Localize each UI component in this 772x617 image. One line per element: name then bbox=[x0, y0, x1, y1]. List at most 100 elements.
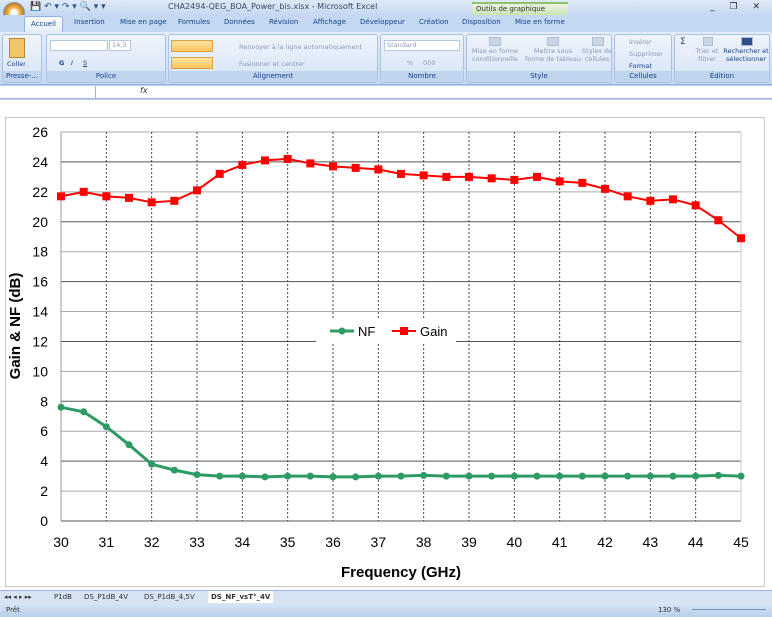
group-label: Cellules bbox=[615, 71, 671, 82]
tab-4[interactable]: Données bbox=[224, 18, 255, 26]
paste-icon[interactable] bbox=[9, 38, 25, 58]
sort-filter-button[interactable]: Trier et filtrer bbox=[695, 47, 719, 63]
tab-3[interactable]: Formules bbox=[178, 18, 210, 26]
tab-6[interactable]: Affichage bbox=[313, 18, 346, 26]
sheet-tab-0[interactable]: P1dB bbox=[54, 593, 72, 601]
name-box[interactable] bbox=[0, 86, 96, 99]
tab-7[interactable]: Développeur bbox=[360, 18, 405, 26]
x-tick-label: 30 bbox=[53, 534, 69, 550]
tab-10[interactable]: Mise en forme bbox=[515, 18, 565, 26]
y-tick-label: 26 bbox=[32, 124, 48, 140]
formula-bar[interactable] bbox=[0, 86, 772, 99]
gain-point bbox=[397, 169, 405, 178]
window-title: CHA2494-QEG_BOA_Power_bis.xlsx - Microso… bbox=[168, 2, 378, 11]
wrap-text-button[interactable]: Renvoyer à la ligne automatiquement bbox=[239, 43, 363, 51]
nf-point bbox=[238, 472, 246, 480]
nf-point bbox=[601, 472, 609, 480]
sheet-nav-buttons[interactable]: ◂◂ ◂ ▸ ▸▸ bbox=[4, 593, 32, 601]
y-tick-label: 20 bbox=[32, 214, 48, 230]
nf-point bbox=[374, 472, 382, 480]
quick-access-toolbar[interactable]: 💾 ↶ ▾ ↷ ▾ 🔍 ▾ ▾ bbox=[30, 2, 106, 12]
group-label: Presse-... bbox=[3, 71, 41, 82]
format-button[interactable]: Format bbox=[629, 62, 652, 70]
nf-point bbox=[261, 473, 269, 481]
sheet-tabs-bar: ◂◂ ◂ ▸ ▸▸ P1dB DS_P1dB_4V DS_P1dB_4,5V DS_NF… bbox=[0, 590, 772, 603]
conditional-format-button[interactable]: Mise en forme conditionnelle bbox=[471, 47, 519, 63]
nf-point bbox=[329, 473, 337, 481]
find-select-button[interactable]: Rechercher et sélectionner bbox=[723, 47, 769, 63]
zoom-level[interactable]: 130 % bbox=[658, 606, 681, 614]
autosum-button[interactable]: Σ bbox=[680, 37, 686, 47]
zoom-slider[interactable] bbox=[692, 609, 766, 610]
group-cells: Insérer Supprimer Format Cellules bbox=[614, 34, 672, 83]
gain-point bbox=[487, 174, 496, 183]
horizontal-align-buttons[interactable] bbox=[171, 57, 213, 69]
insert-button[interactable]: Insérer bbox=[629, 38, 652, 46]
gain-point bbox=[351, 163, 360, 172]
nf-point bbox=[510, 472, 518, 480]
y-tick-label: 0 bbox=[40, 513, 48, 529]
gain-point bbox=[215, 169, 224, 178]
tab-1[interactable]: Insertion bbox=[74, 18, 105, 26]
thousands-button[interactable]: 000 bbox=[423, 59, 436, 67]
tab-9[interactable]: Disposition bbox=[462, 18, 501, 26]
nf-point bbox=[125, 441, 133, 449]
nf-point bbox=[669, 472, 677, 480]
gain-point bbox=[238, 160, 247, 169]
sheet-tab-2[interactable]: DS_P1dB_4,5V bbox=[144, 593, 195, 601]
context-tools-label: Outils de graphique bbox=[472, 2, 568, 15]
x-tick-label: 45 bbox=[733, 534, 749, 550]
delete-button[interactable]: Supprimer bbox=[629, 50, 663, 58]
percent-button[interactable]: % bbox=[407, 59, 414, 67]
nf-point bbox=[284, 472, 292, 480]
tab-8[interactable]: Création bbox=[419, 18, 449, 26]
title-bar bbox=[0, 0, 772, 15]
italic-button[interactable]: I bbox=[71, 59, 73, 67]
gain-point bbox=[329, 162, 337, 171]
y-tick-label: 12 bbox=[32, 333, 48, 349]
y-tick-label: 14 bbox=[32, 304, 48, 320]
y-tick-label: 4 bbox=[40, 453, 48, 469]
vertical-align-buttons[interactable] bbox=[171, 40, 213, 52]
gain-point bbox=[374, 165, 383, 174]
window-controls[interactable]: _ ❐ ✕ bbox=[710, 2, 766, 12]
insert-function-button[interactable]: fx bbox=[140, 86, 148, 95]
merge-center-button[interactable]: Fusionner et centrer bbox=[239, 60, 305, 68]
group-label: Alignement bbox=[169, 71, 377, 82]
cell-styles-button[interactable]: Styles de cellules bbox=[582, 47, 612, 63]
y-tick-label: 6 bbox=[40, 423, 48, 439]
sheet-tab-3[interactable]: DS_NF_vsT°_4V bbox=[208, 591, 274, 603]
group-alignment: Renvoyer à la ligne automatiquement Fusi… bbox=[168, 34, 378, 83]
gain-point bbox=[102, 192, 111, 201]
group-style: Mise en forme conditionnelle Mettre sous… bbox=[466, 34, 612, 83]
nf-point bbox=[306, 472, 314, 480]
y-axis-title: Gain & NF (dB) bbox=[7, 273, 24, 380]
nf-point bbox=[556, 472, 564, 480]
x-tick-label: 44 bbox=[688, 534, 704, 550]
sheet-tab-1[interactable]: DS_P1dB_4V bbox=[84, 593, 128, 601]
gain-point bbox=[419, 171, 428, 180]
x-tick-label: 40 bbox=[507, 534, 523, 550]
tab-2[interactable]: Mise en page bbox=[120, 18, 167, 26]
gain-point bbox=[510, 175, 519, 184]
x-tick-label: 41 bbox=[552, 534, 568, 550]
number-format-select[interactable]: Standard bbox=[384, 40, 460, 51]
y-tick-label: 8 bbox=[40, 393, 48, 409]
group-label: Édition bbox=[675, 71, 769, 82]
gain-point bbox=[193, 186, 201, 195]
tab-0[interactable]: Accueil bbox=[24, 16, 63, 32]
tab-5[interactable]: Révision bbox=[269, 18, 299, 26]
font-size-input[interactable]: 14,3 bbox=[109, 40, 131, 51]
underline-button[interactable]: S bbox=[83, 59, 88, 67]
format-as-table-button[interactable]: Mettre sous forme de tableau bbox=[525, 47, 581, 63]
bold-button[interactable]: G bbox=[59, 59, 65, 67]
nf-point bbox=[170, 466, 178, 474]
nf-point bbox=[488, 472, 496, 480]
font-name-input[interactable] bbox=[50, 40, 108, 51]
x-tick-label: 31 bbox=[99, 534, 115, 550]
nf-point bbox=[737, 472, 745, 480]
gain-point bbox=[147, 198, 156, 207]
x-axis-title: Frequency (GHz) bbox=[341, 564, 461, 581]
paste-button[interactable]: Coller bbox=[7, 60, 26, 68]
x-tick-label: 35 bbox=[280, 534, 296, 550]
